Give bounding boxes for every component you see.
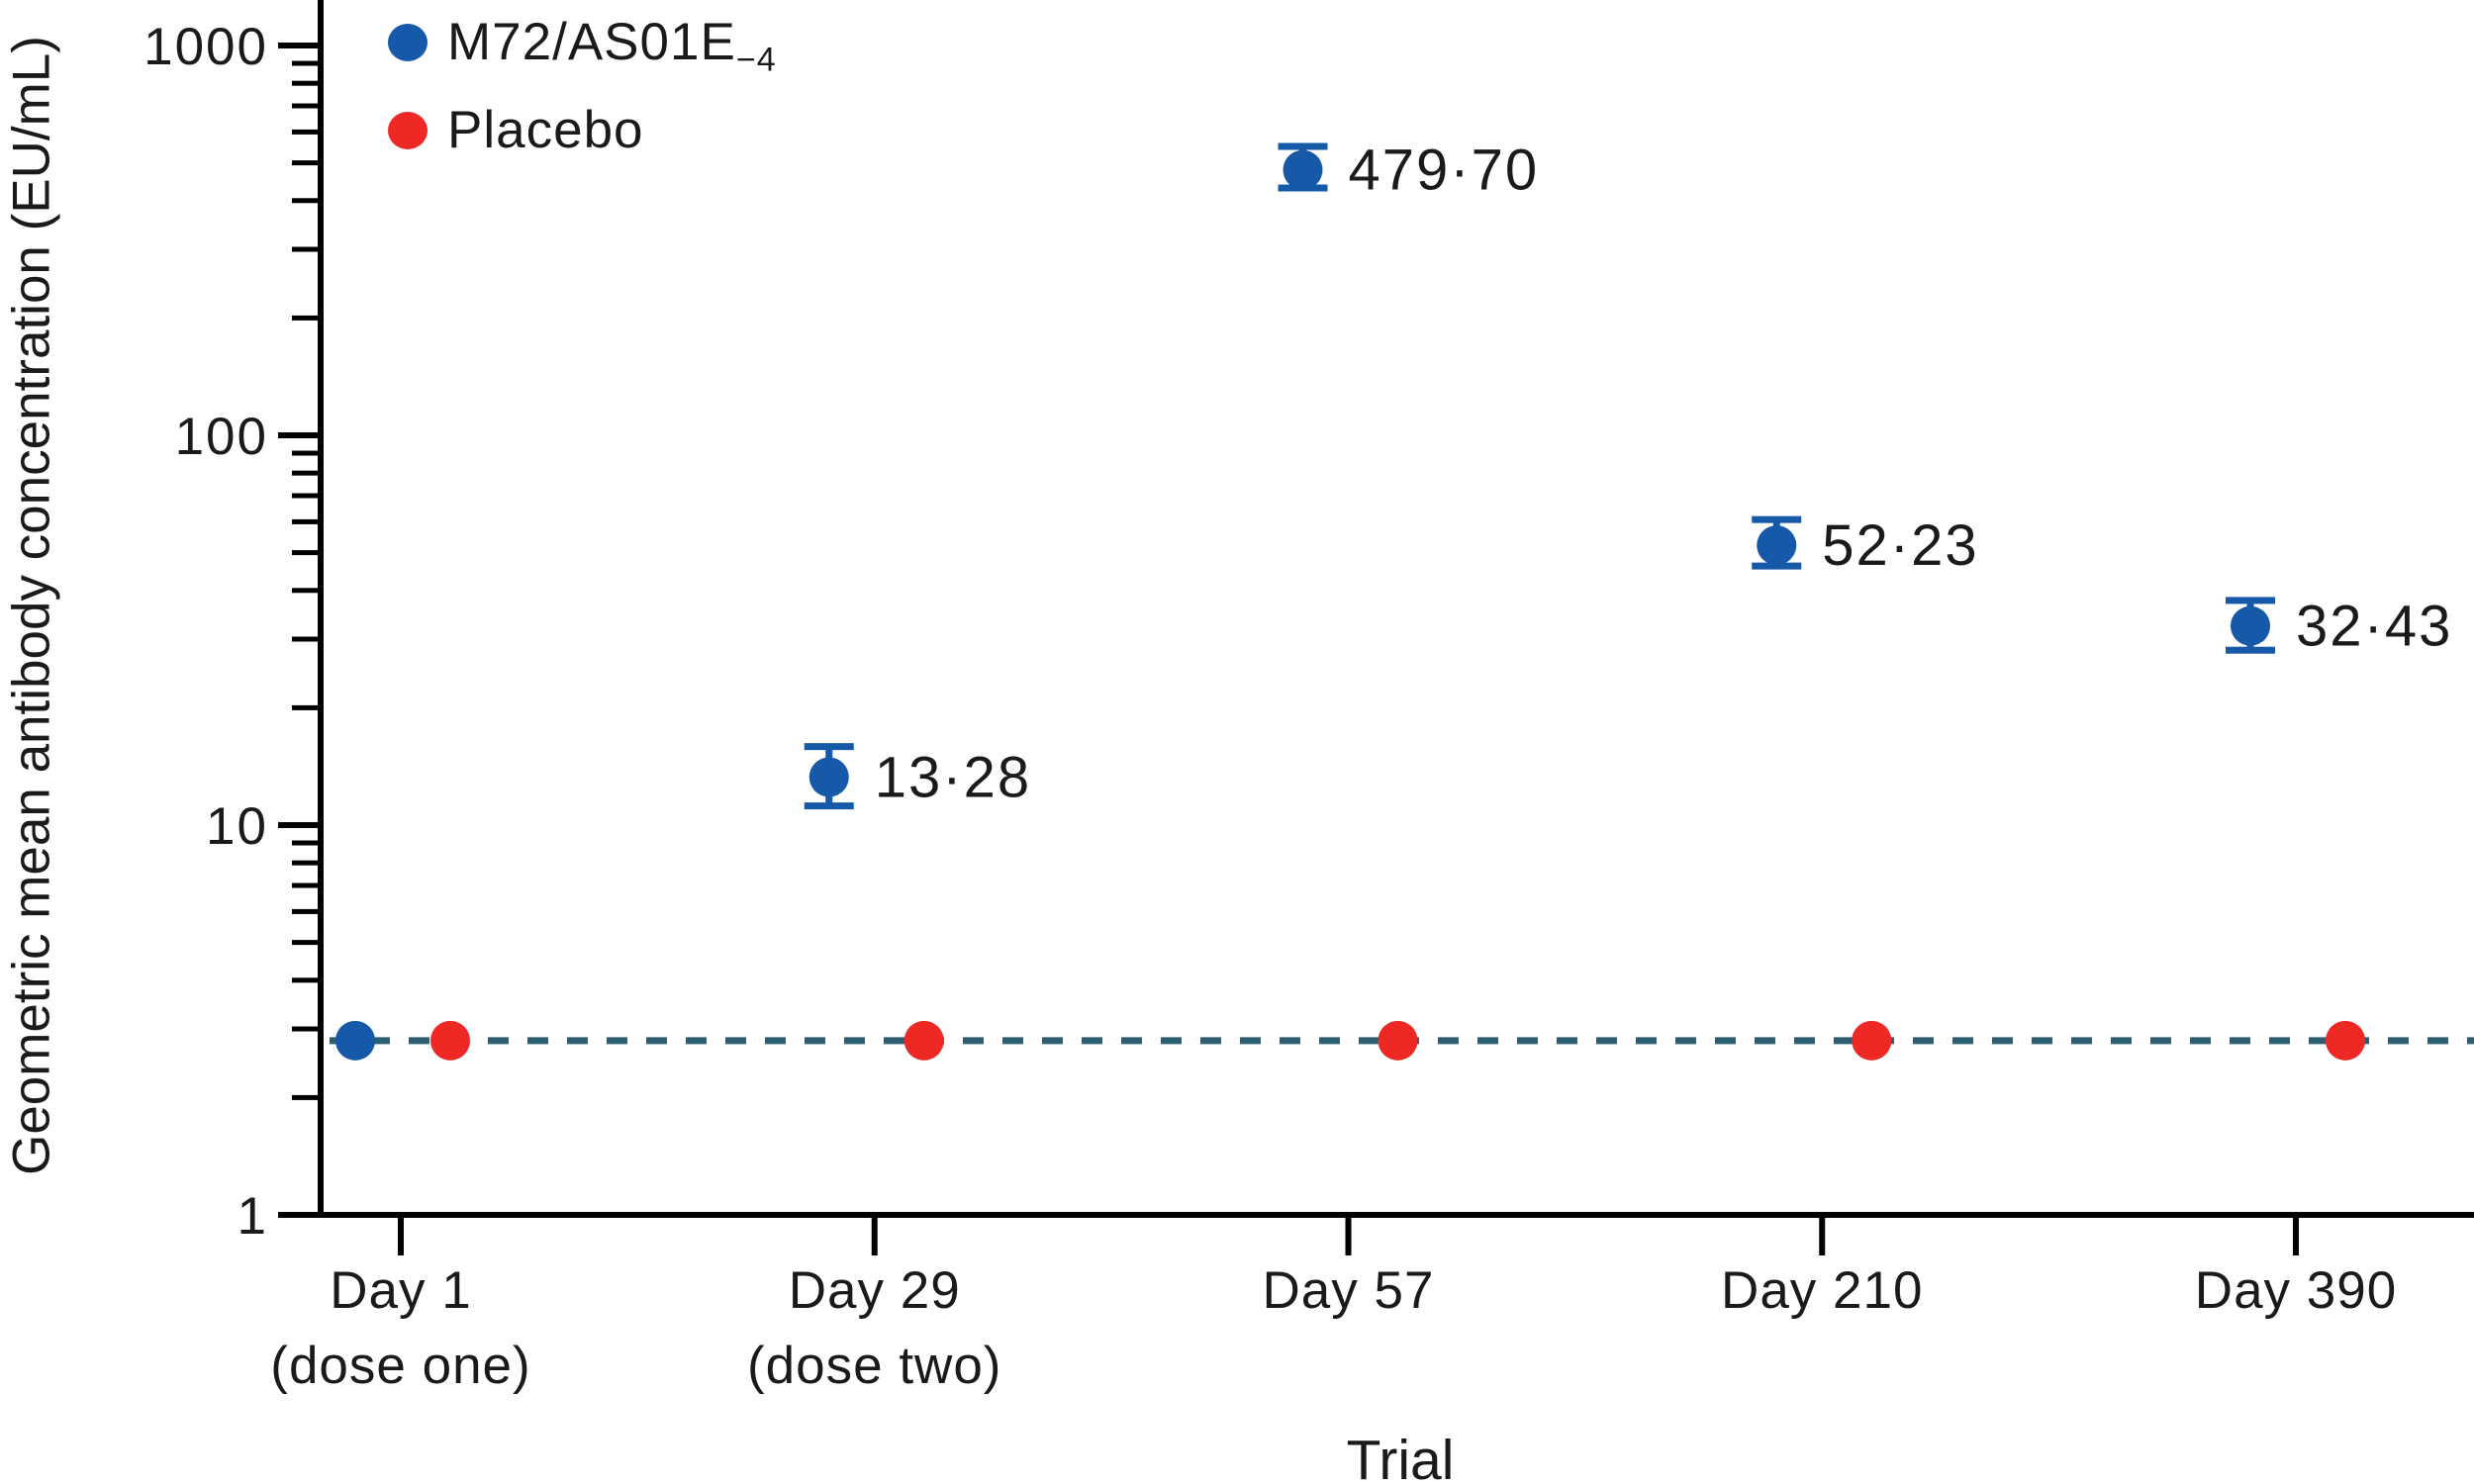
y-minor-tick bbox=[292, 908, 318, 914]
y-major-tick bbox=[278, 432, 318, 438]
data-point-m72 bbox=[809, 757, 849, 797]
y-minor-tick bbox=[292, 882, 318, 888]
data-point-m72 bbox=[1283, 149, 1323, 190]
x-tick-label: (dose one) bbox=[270, 1337, 530, 1395]
y-major-tick bbox=[278, 1212, 318, 1218]
y-minor-tick bbox=[292, 60, 318, 66]
data-point-placebo bbox=[904, 1020, 944, 1061]
y-minor-tick bbox=[292, 518, 318, 524]
x-axis-title: Trial bbox=[1346, 1429, 1455, 1484]
data-point-m72 bbox=[335, 1020, 375, 1061]
data-point-placebo bbox=[430, 1020, 470, 1061]
x-tick-label: Day 1 bbox=[330, 1261, 471, 1320]
y-tick-label: 100 bbox=[175, 408, 268, 466]
y-minor-tick bbox=[292, 80, 318, 86]
y-minor-tick bbox=[292, 1026, 318, 1032]
y-minor-tick bbox=[292, 315, 318, 321]
legend-marker-placebo-icon bbox=[388, 111, 428, 149]
legend-marker-m72-icon bbox=[388, 23, 428, 61]
y-minor-tick bbox=[292, 246, 318, 252]
y-major-tick bbox=[278, 43, 318, 48]
y-minor-tick bbox=[292, 450, 318, 456]
y-minor-tick bbox=[292, 704, 318, 710]
error-bar-cap-top bbox=[804, 743, 854, 751]
legend-label-placebo: Placebo bbox=[447, 101, 644, 159]
y-minor-tick bbox=[292, 198, 318, 204]
y-minor-tick bbox=[292, 160, 318, 166]
y-axis-title: Geometric mean antibody concentration (E… bbox=[2, 36, 61, 1175]
legend-item-m72: M72/AS01E−4 bbox=[388, 12, 777, 79]
x-tick bbox=[2293, 1218, 2299, 1255]
x-tick bbox=[1819, 1218, 1826, 1255]
y-minor-tick bbox=[292, 129, 318, 135]
y-tick-label: 10 bbox=[206, 797, 268, 856]
legend-label-m72: M72/AS01E−4 bbox=[447, 13, 777, 79]
y-minor-tick bbox=[292, 860, 318, 866]
data-point-placebo bbox=[2326, 1020, 2365, 1061]
x-tick-label: Day 57 bbox=[1263, 1261, 1435, 1320]
data-point-m72 bbox=[2231, 605, 2270, 646]
data-point-label: 479·70 bbox=[1349, 139, 1540, 203]
data-point-placebo bbox=[1378, 1020, 1418, 1061]
x-axis-line bbox=[287, 1212, 2474, 1218]
y-minor-tick bbox=[292, 493, 318, 499]
x-tick-label: Day 29 bbox=[789, 1261, 961, 1320]
x-tick-label: Day 210 bbox=[1721, 1261, 1923, 1320]
x-tick bbox=[1345, 1218, 1352, 1255]
error-bar-cap-bottom bbox=[804, 802, 854, 810]
data-point-label: 13·28 bbox=[875, 745, 1031, 809]
data-point-placebo bbox=[1852, 1020, 1892, 1061]
x-tick-label: (dose two) bbox=[747, 1337, 1001, 1395]
x-tick bbox=[871, 1218, 878, 1255]
y-axis-line bbox=[318, 0, 324, 1218]
y-minor-tick bbox=[292, 840, 318, 846]
error-bar-cap-bottom bbox=[1752, 562, 1802, 570]
data-point-label: 52·23 bbox=[1822, 513, 1978, 578]
y-tick-label: 1 bbox=[238, 1187, 268, 1246]
y-minor-tick bbox=[292, 103, 318, 109]
data-point-label: 32·43 bbox=[2296, 595, 2452, 659]
legend: M72/AS01E−4 Placebo bbox=[388, 12, 777, 160]
error-bar-cap-top bbox=[1752, 515, 1802, 523]
y-minor-tick bbox=[292, 636, 318, 642]
y-tick-label: 1000 bbox=[143, 18, 268, 76]
x-tick-label: Day 390 bbox=[2195, 1261, 2397, 1320]
x-tick bbox=[398, 1218, 404, 1255]
error-bar-cap-top bbox=[2226, 597, 2275, 604]
y-minor-tick bbox=[292, 1094, 318, 1100]
y-minor-tick bbox=[292, 470, 318, 476]
y-minor-tick bbox=[292, 940, 318, 946]
error-bar-cap-bottom bbox=[2226, 646, 2275, 654]
y-major-tick bbox=[278, 822, 318, 828]
legend-item-placebo: Placebo bbox=[388, 100, 777, 160]
y-minor-tick bbox=[292, 588, 318, 594]
y-minor-tick bbox=[292, 550, 318, 556]
data-point-m72 bbox=[1757, 525, 1797, 566]
error-bar-cap-top bbox=[1278, 142, 1328, 150]
y-minor-tick bbox=[292, 977, 318, 983]
